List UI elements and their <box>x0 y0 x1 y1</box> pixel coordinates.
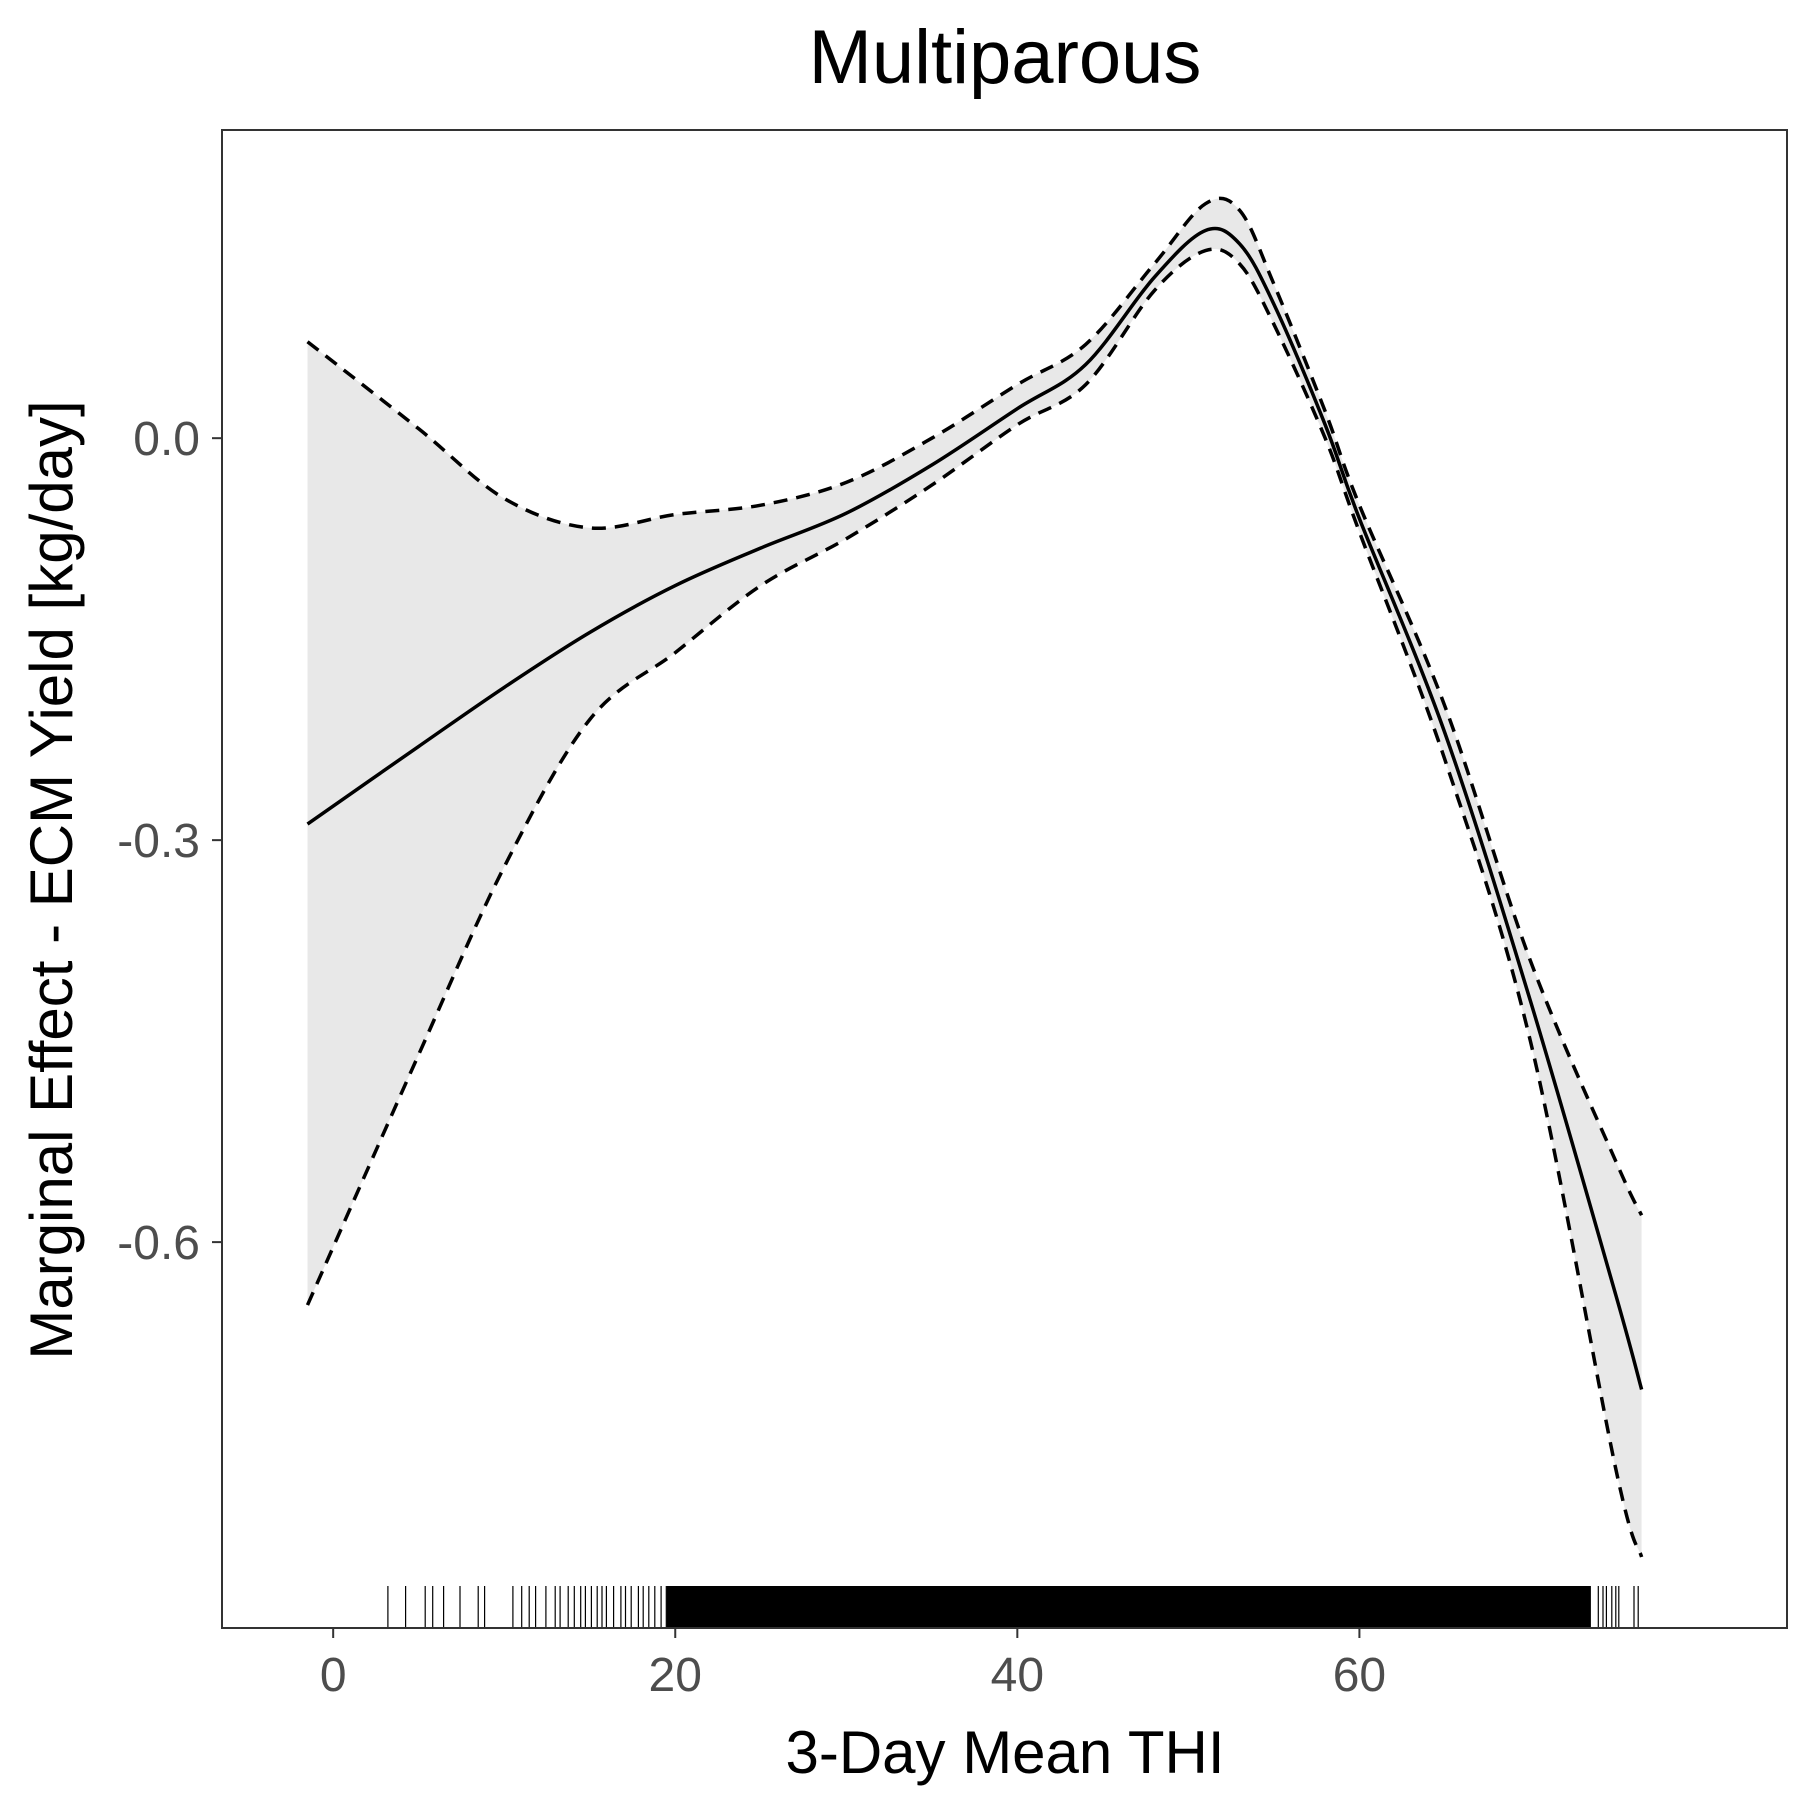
estimate-line <box>306 226 1644 1390</box>
confidence-band <box>307 198 1642 1558</box>
upper-ci-line <box>306 196 1644 1217</box>
x-axis: 0 20 40 60 <box>320 1628 1386 1702</box>
lower-ci-line <box>305 247 1644 1558</box>
x-tick-label: 40 <box>991 1649 1044 1702</box>
x-tick-label: 0 <box>320 1649 347 1702</box>
y-axis-title: Marginal Effect - ECM Yield [kg/day] <box>18 400 85 1359</box>
x-tick-label: 20 <box>649 1649 702 1702</box>
y-tick-label: 0.0 <box>133 413 200 466</box>
x-axis-title: 3-Day Mean THI <box>785 1719 1224 1786</box>
y-tick-label: -0.3 <box>117 815 200 868</box>
plot-area <box>305 196 1644 1628</box>
rug-plot <box>387 1586 1639 1628</box>
rug-dense-block <box>666 1586 1591 1628</box>
panel-border <box>221 129 1788 1629</box>
x-tick-label: 60 <box>1333 1649 1386 1702</box>
y-tick-label: -0.6 <box>117 1217 200 1270</box>
chart-title: Multiparous <box>809 15 1202 100</box>
y-axis: 0.0 -0.3 -0.6 <box>117 413 222 1270</box>
